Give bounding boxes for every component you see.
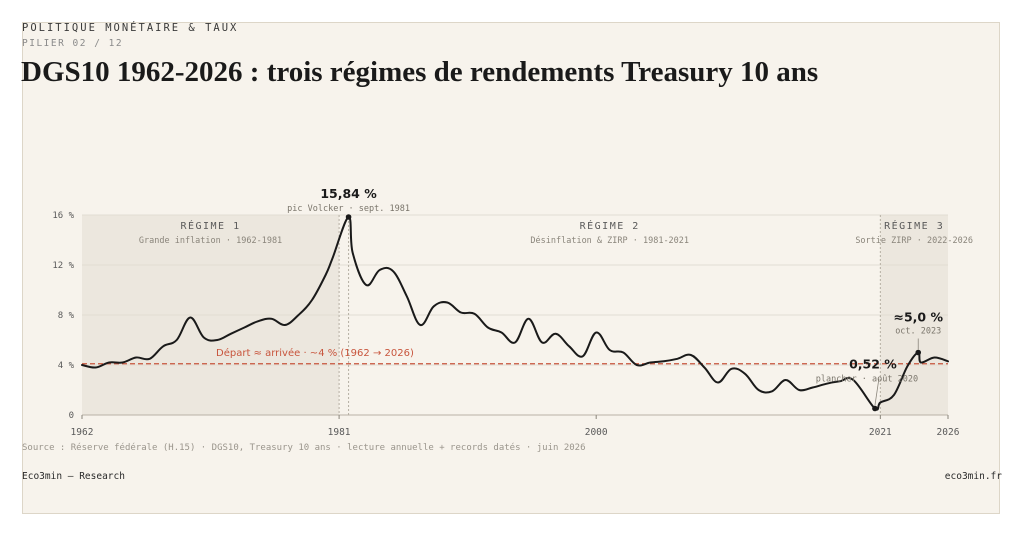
regime-subtitle-1: Grande inflation · 1962-1981	[139, 236, 282, 246]
regime-subtitle-2: Désinflation & ZIRP · 1981-2021	[530, 235, 689, 246]
recent-note-label: oct. 2023	[895, 327, 941, 337]
x-tick-label: 1962	[71, 427, 94, 438]
brand-label: Eco3min — Research	[22, 471, 125, 482]
series-line	[81, 215, 949, 411]
reference-line-group: Départ ≈ arrivée · ~4 % (1962 → 2026)	[82, 347, 948, 365]
y-tick-label: 0	[69, 411, 74, 421]
grid-lines	[82, 214, 948, 416]
website-label: eco3min.fr	[944, 471, 1002, 482]
recent-marker	[915, 349, 922, 356]
peak-value-label: 15,84 %	[320, 186, 377, 201]
floor-note-label: plancher · août 2020	[816, 375, 918, 385]
peak-marker	[345, 214, 352, 220]
y-tick-label: 16 %	[52, 211, 74, 221]
series-group	[81, 215, 949, 411]
regime-name-3: RÉGIME 3	[884, 219, 944, 232]
regime-name-2: RÉGIME 2	[580, 219, 640, 232]
floor-marker	[872, 405, 878, 412]
x-tick-label: 1981	[328, 427, 351, 438]
x-axis: 1962 1981 2000 2021 2026	[71, 415, 960, 438]
y-tick-label: 12 %	[52, 261, 74, 271]
y-tick-label: 4 %	[58, 361, 75, 371]
source-note: Source : Réserve fédérale (H.15) · DGS10…	[22, 443, 586, 453]
x-tick-label: 2026	[937, 427, 960, 438]
section-kicker: POLITIQUE MONÉTAIRE & TAUX	[22, 22, 239, 34]
annotations: 15,84 % pic Volcker · sept. 1981 0,52 % pla…	[287, 186, 943, 415]
regime-subtitle-3: Sortie ZIRP · 2022-2026	[855, 236, 973, 246]
recent-value-label: ≈5,0 %	[893, 310, 943, 325]
x-tick-label: 2021	[869, 427, 892, 438]
floor-value-label: 0,52 %	[849, 357, 897, 372]
regime-name-1: RÉGIME 1	[180, 219, 240, 232]
regime-dividers	[338, 215, 881, 415]
x-tick-label: 2000	[585, 427, 608, 438]
regime-labels: RÉGIME 1 Grande inflation · 1962-1981 RÉGI…	[139, 219, 973, 246]
y-axis: 0 4 % 8 % 12 % 16 %	[52, 211, 74, 421]
pillar-indicator: PILIER 02 / 12	[22, 38, 124, 49]
reference-line-label: Départ ≈ arrivée · ~4 % (1962 → 2026)	[216, 347, 414, 359]
floor-leader	[874, 378, 880, 406]
y-tick-label: 8 %	[58, 311, 75, 321]
page-title: DGS10 1962-2026 : trois régimes de rende…	[21, 56, 819, 88]
peak-note-label: pic Volcker · sept. 1981	[287, 204, 410, 214]
